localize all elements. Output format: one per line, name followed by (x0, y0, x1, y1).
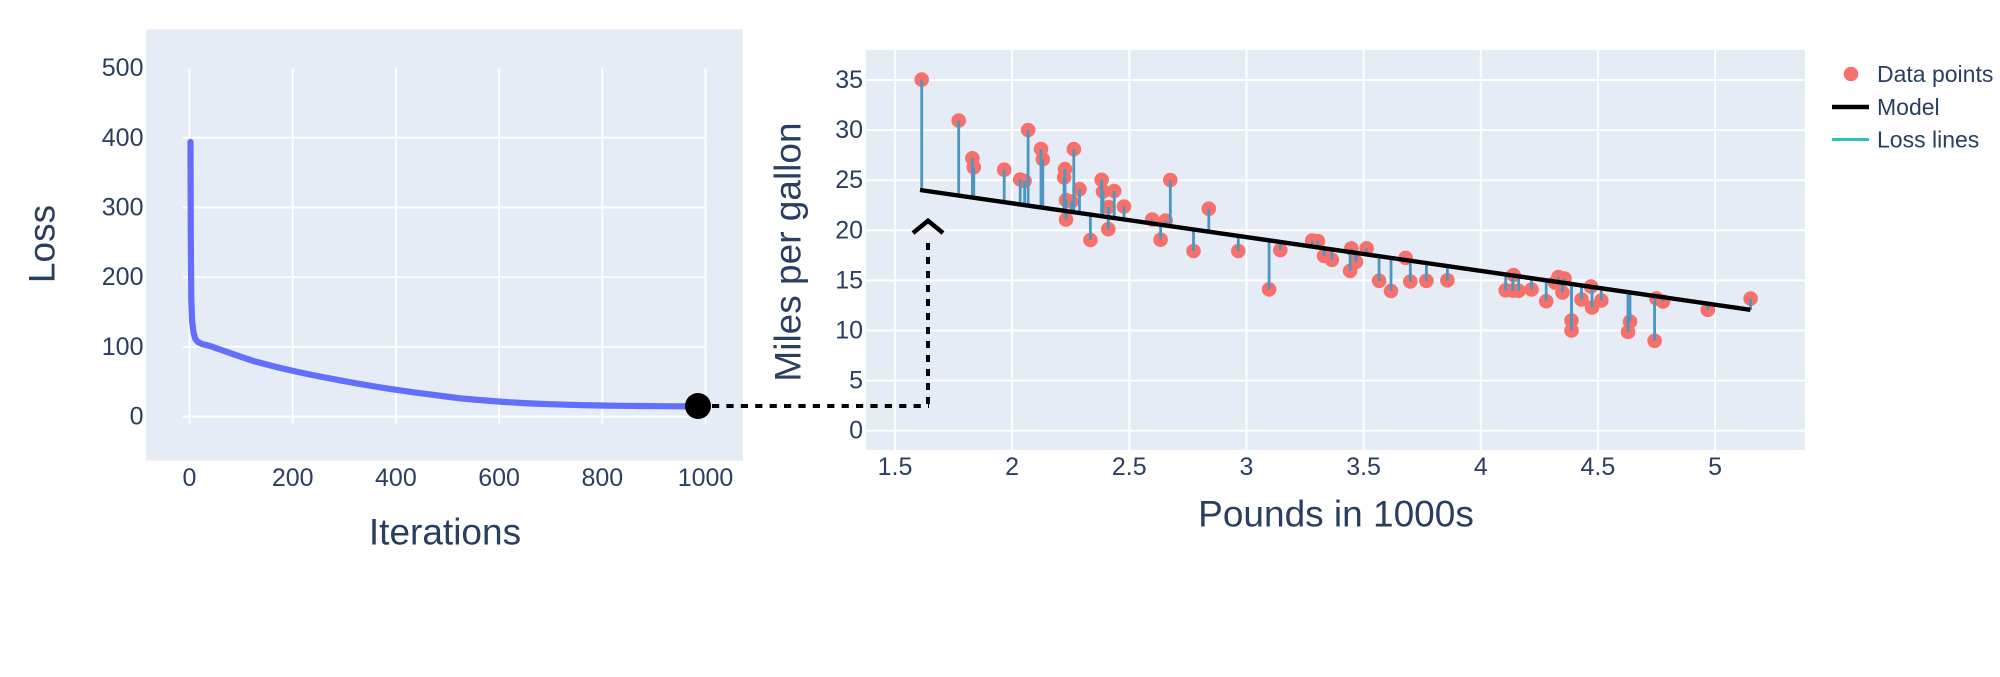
svg-text:0: 0 (130, 403, 144, 431)
svg-text:5: 5 (1708, 453, 1722, 481)
svg-text:1000: 1000 (678, 464, 734, 492)
svg-text:5: 5 (849, 367, 863, 395)
svg-text:400: 400 (375, 464, 417, 492)
svg-text:Model: Model (1877, 94, 1940, 120)
svg-text:400: 400 (102, 124, 144, 152)
svg-text:2: 2 (1005, 453, 1019, 481)
svg-text:1.5: 1.5 (878, 453, 913, 481)
svg-text:Loss: Loss (22, 205, 63, 283)
svg-text:35: 35 (835, 66, 863, 94)
svg-text:3.5: 3.5 (1346, 453, 1381, 481)
svg-text:4.5: 4.5 (1581, 453, 1616, 481)
svg-text:3: 3 (1240, 453, 1254, 481)
svg-text:30: 30 (835, 116, 863, 144)
svg-text:0: 0 (183, 464, 197, 492)
svg-text:20: 20 (835, 216, 863, 244)
svg-text:Data points: Data points (1877, 61, 1993, 87)
svg-text:Pounds in 1000s: Pounds in 1000s (1198, 494, 1474, 535)
svg-text:600: 600 (478, 464, 520, 492)
svg-text:0: 0 (849, 417, 863, 445)
svg-text:500: 500 (102, 54, 144, 82)
svg-text:800: 800 (581, 464, 623, 492)
svg-text:Iterations: Iterations (369, 512, 521, 553)
svg-text:10: 10 (835, 317, 863, 345)
svg-text:100: 100 (102, 333, 144, 361)
svg-text:200: 200 (272, 464, 314, 492)
svg-text:Miles per gallon: Miles per gallon (768, 122, 809, 381)
svg-text:2.5: 2.5 (1112, 453, 1147, 481)
svg-text:4: 4 (1474, 453, 1488, 481)
svg-text:25: 25 (835, 166, 863, 194)
svg-text:15: 15 (835, 266, 863, 294)
svg-text:200: 200 (102, 263, 144, 291)
svg-text:Loss lines: Loss lines (1877, 127, 1979, 153)
svg-text:300: 300 (102, 194, 144, 222)
